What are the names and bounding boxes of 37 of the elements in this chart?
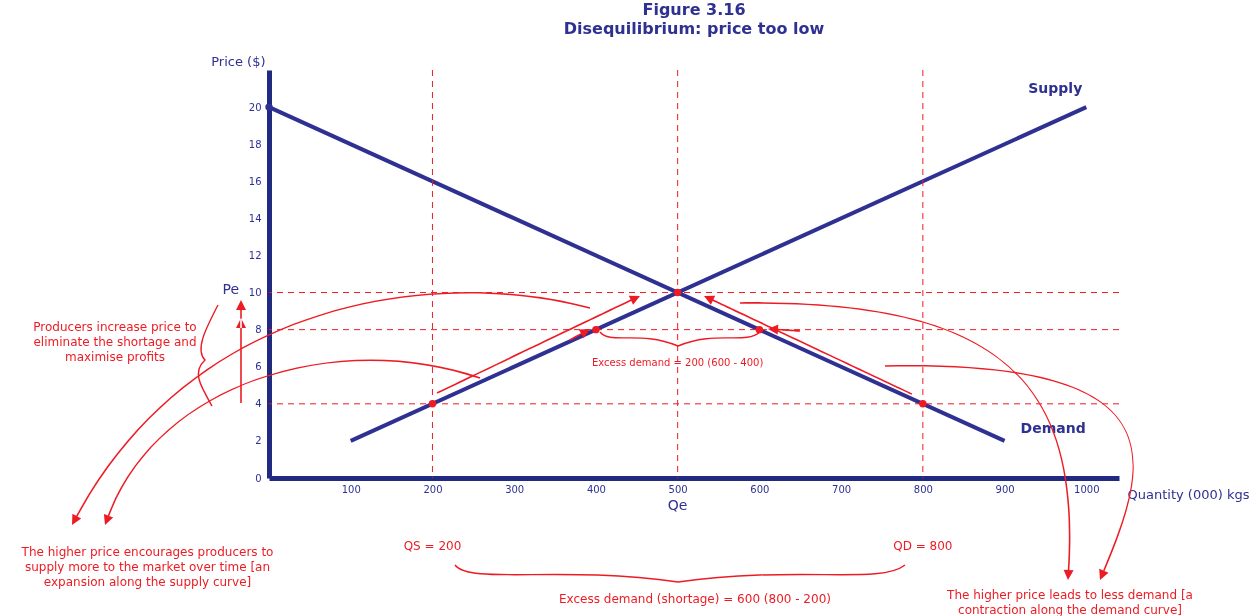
- x-tick-label: 600: [750, 483, 770, 495]
- chart-title: Figure 3.16: [642, 0, 746, 19]
- x-tick-label: 1000: [1074, 483, 1100, 495]
- ref-line-label: QS = 200: [403, 539, 462, 553]
- y-tick-label: 2: [255, 435, 262, 447]
- text: Excess demand (shortage) = 600 (800 - 200): [558, 592, 832, 607]
- text: The higher price leads to less demand [a contraction along the demand curve]: [946, 588, 1194, 616]
- point: [265, 103, 273, 111]
- x-tick-label: 800: [913, 483, 933, 495]
- y-tick-label: 12: [248, 249, 262, 261]
- y-tick-label: 20: [248, 101, 262, 113]
- x-tick-label: 700: [832, 483, 852, 495]
- text: The higher price encourages producers to supply more to the market over time [an expansion along the supply curve]: [20, 545, 275, 590]
- x-tick-label: 100: [341, 483, 361, 495]
- ref-line-label: Qe: [667, 497, 688, 513]
- y-tick-label: 18: [248, 138, 262, 150]
- x-tick-label: 900: [995, 483, 1015, 495]
- y-tick-label: 14: [248, 212, 262, 224]
- chart-subtitle: Disequilibrium: price too low: [563, 19, 825, 38]
- x-tick-label: 500: [668, 483, 688, 495]
- point: [755, 325, 764, 334]
- x-tick-label: 200: [423, 483, 443, 495]
- y-tick-label: 6: [255, 361, 262, 373]
- y-tick-label: 4: [255, 398, 262, 410]
- y-tick-label: 0: [255, 472, 262, 484]
- series-label: Supply: [1028, 80, 1083, 97]
- ref-line-label: QD = 800: [893, 539, 953, 553]
- ref-line-label: Pe: [222, 280, 239, 297]
- x-tick-label: 300: [505, 483, 525, 495]
- annotation: Excess demand = 200 (600 - 400): [592, 356, 764, 368]
- y-tick-label: 8: [255, 324, 262, 336]
- y-tick-label: 16: [248, 175, 262, 187]
- x-tick-label: 400: [586, 483, 606, 495]
- y-tick-label: 10: [248, 287, 262, 299]
- point: [592, 325, 600, 334]
- text: Producers increase price to eliminate the shortage and maximise profits: [32, 320, 198, 365]
- y-axis-title: Price ($): [211, 53, 266, 69]
